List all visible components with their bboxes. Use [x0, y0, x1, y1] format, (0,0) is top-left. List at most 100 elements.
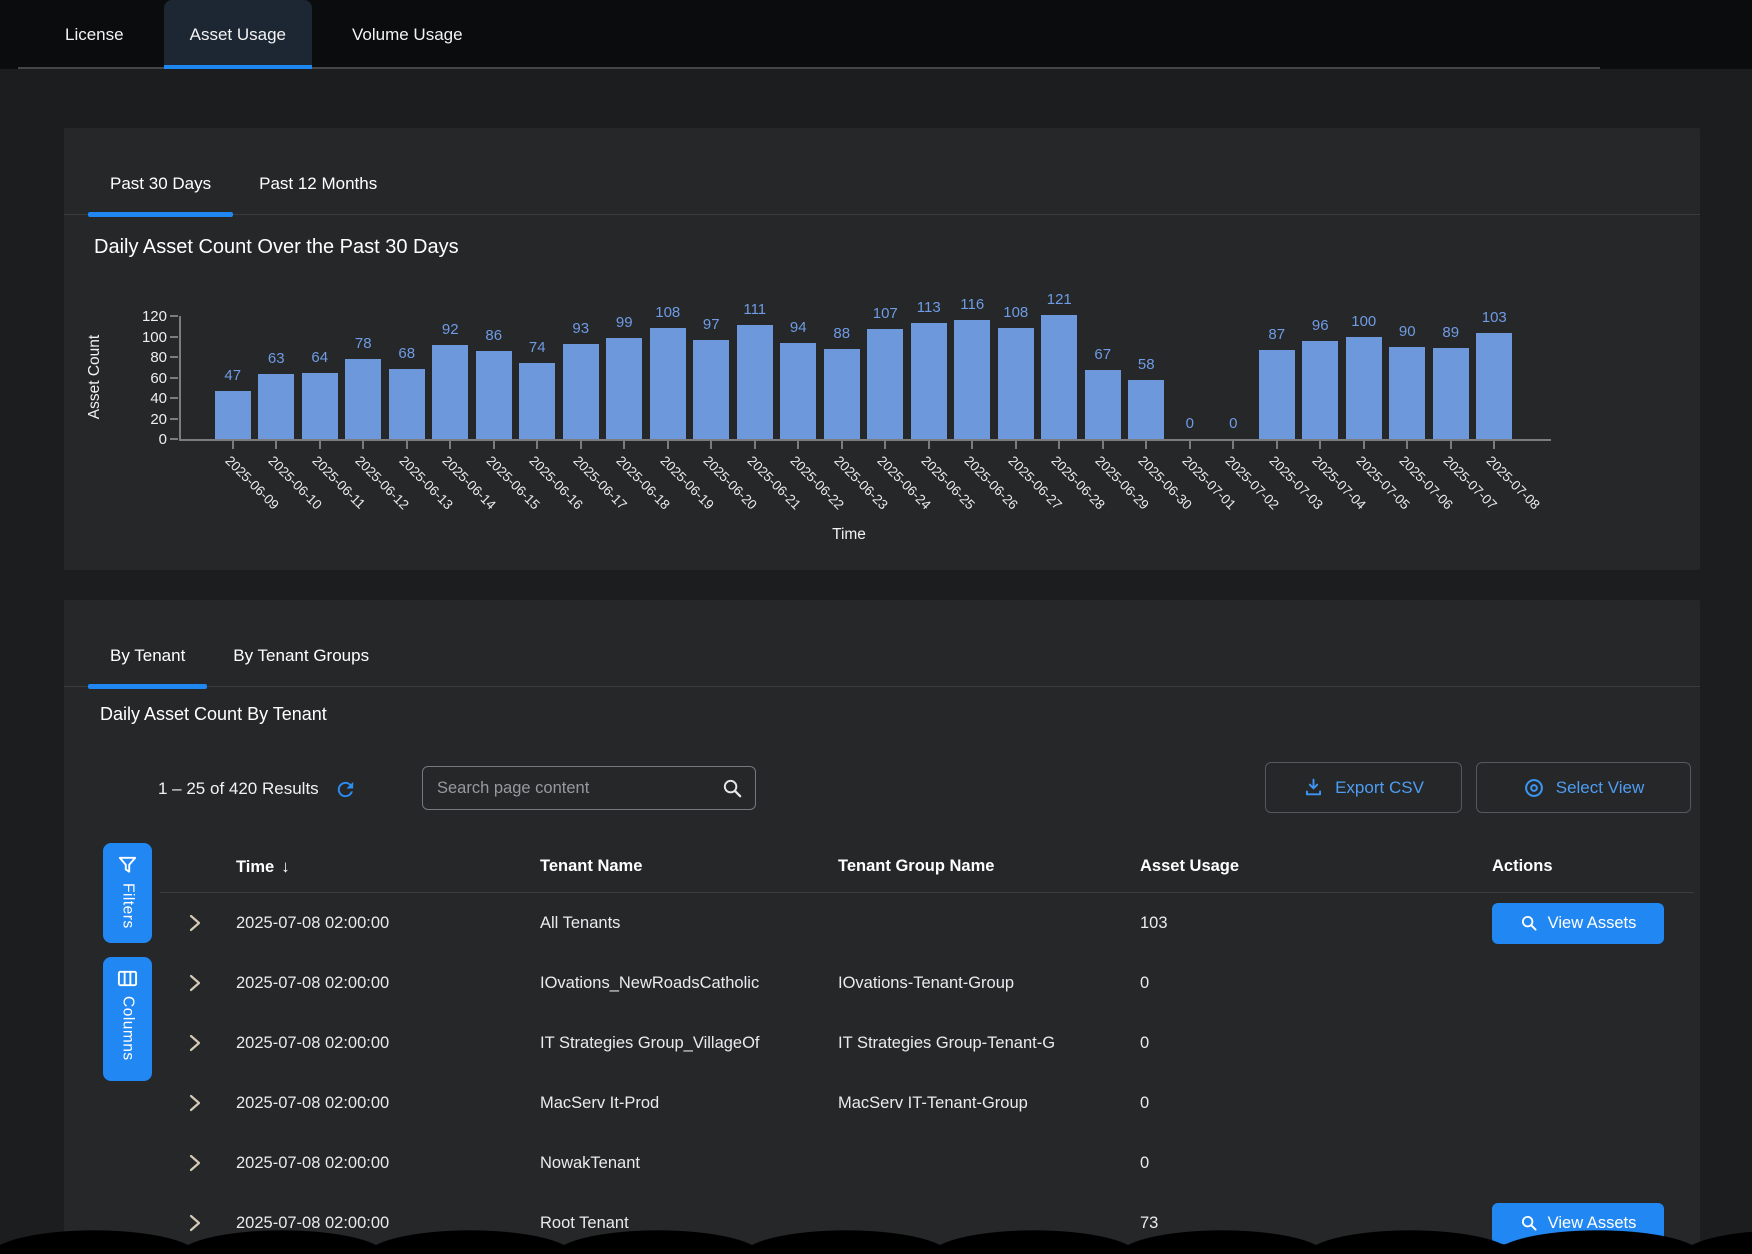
bar-slot: 92 2025-06-14 [429, 316, 499, 512]
column-header-label: Actions [1492, 857, 1553, 875]
refresh-button[interactable] [334, 778, 357, 801]
bar [258, 374, 295, 439]
filters-button[interactable]: Filters [103, 843, 152, 943]
cell-time: 2025-07-08 02:00:00 [236, 1093, 390, 1112]
x-axis-tick [231, 441, 234, 449]
bar-value-label: 93 [572, 319, 590, 337]
bar-slot: 47 2025-06-09 [211, 316, 282, 512]
bar [1128, 379, 1165, 439]
bar [214, 390, 251, 439]
expand-row-button[interactable] [172, 973, 236, 993]
column-header-tenant-group-name[interactable]: Tenant Group Name [838, 857, 1140, 876]
column-header-time[interactable]: Time ↓ [236, 857, 540, 877]
tab-past-30-days[interactable]: Past 30 Days [86, 148, 235, 217]
bar-slot: 90 2025-07-06 [1386, 316, 1456, 512]
table-row[interactable]: 2025-07-08 02:00:00 IOvations_NewRoadsCat… [64, 953, 1700, 1013]
table-row[interactable]: 2025-07-08 02:00:00 MacServ It-Prod MacSer… [64, 1073, 1700, 1133]
x-axis-tick [1275, 441, 1278, 449]
tab-by-tenant-groups[interactable]: By Tenant Groups [233, 646, 370, 665]
bar-slot: 103 2025-07-08 [1473, 309, 1543, 512]
top-tab-volume-usage[interactable]: Volume Usage [352, 24, 463, 44]
bar-value-label: 0 [1229, 415, 1238, 432]
search-icon[interactable] [721, 777, 744, 805]
expand-row-button[interactable] [172, 1153, 236, 1173]
bar [301, 373, 338, 439]
expand-row-button[interactable] [172, 913, 236, 933]
bar-slot: 0 2025-07-02 [1212, 316, 1282, 512]
y-tick-label: 20 [150, 410, 167, 428]
search-icon [1521, 915, 1537, 931]
x-axis-tick [1362, 441, 1365, 449]
bar-value-label: 89 [1442, 323, 1460, 341]
expand-row-button[interactable] [172, 1213, 236, 1233]
export-csv-button[interactable]: Export CSV [1265, 762, 1462, 813]
bar-slot: 108 2025-06-27 [994, 304, 1065, 512]
bar-slot: 78 2025-06-12 [342, 316, 412, 512]
column-header-tenant-name[interactable]: Tenant Name [540, 857, 838, 876]
chart-period-tabs: Past 30 Days Past 12 Months [64, 148, 1700, 217]
chevron-right-icon [189, 1034, 201, 1052]
bar [1389, 346, 1426, 439]
view-assets-label: View Assets [1547, 1213, 1637, 1232]
bar-slot: 64 2025-06-11 [298, 316, 368, 512]
bar-value-label: 0 [1185, 415, 1194, 432]
bar [780, 342, 817, 439]
column-header-label: Tenant Name [540, 857, 643, 875]
bar [649, 328, 686, 439]
top-tab-license[interactable]: License [65, 24, 124, 44]
select-view-label: Select View [1555, 777, 1645, 797]
column-header-asset-usage[interactable]: Asset Usage [1140, 857, 1430, 876]
filter-funnel-icon [118, 856, 137, 873]
chart-title: Daily Asset Count Over the Past 30 Days [94, 236, 459, 258]
top-tab-strip: License Asset Usage Volume Usage [0, 0, 1752, 69]
table-title: Daily Asset Count By Tenant [100, 704, 327, 724]
x-axis-tick [1101, 441, 1104, 449]
cell-asset-usage: 0 [1140, 1033, 1150, 1052]
expand-row-button[interactable] [172, 1093, 236, 1113]
columns-button[interactable]: Columns [103, 957, 152, 1081]
top-tab-asset-usage[interactable]: Asset Usage [163, 0, 312, 69]
x-axis-tick [623, 441, 626, 449]
bar-value-label: 121 [1046, 290, 1072, 308]
tab-by-tenant[interactable]: By Tenant [86, 620, 209, 689]
cell-tenant-name: All Tenants [540, 913, 621, 932]
x-axis-tick [536, 441, 539, 449]
table-row[interactable]: 2025-07-08 02:00:00 IT Strategies Group_V… [64, 1013, 1700, 1073]
x-axis-tick [753, 441, 756, 449]
table-row[interactable]: 2025-07-08 02:00:00 NowakTenant 0 [64, 1133, 1700, 1193]
sort-desc-icon: ↓ [281, 856, 290, 876]
select-view-button[interactable]: Select View [1476, 762, 1691, 813]
view-assets-button[interactable]: View Assets [1492, 902, 1664, 944]
x-axis-tick [710, 441, 713, 449]
bar-value-label: 67 [1094, 346, 1112, 364]
bar [910, 323, 947, 439]
x-axis-tick [449, 441, 452, 449]
bar-slot: 0 2025-07-01 [1168, 316, 1238, 512]
bar-slot: 67 2025-06-29 [1081, 316, 1152, 512]
bar [432, 344, 469, 439]
bar-value-label: 88 [833, 324, 851, 342]
bar [867, 329, 904, 439]
x-axis-tick [971, 441, 974, 449]
bar-value-label: 63 [267, 350, 285, 368]
bar-value-label: 116 [960, 296, 985, 314]
columns-icon [117, 970, 138, 987]
expand-row-button[interactable] [172, 1033, 236, 1053]
bar-value-label: 92 [441, 320, 459, 338]
y-tick-dash [170, 356, 178, 358]
bar-value-label: 47 [224, 366, 242, 384]
bar-slot: 107 2025-06-24 [864, 305, 934, 512]
search-input[interactable] [423, 767, 755, 809]
x-axis-tick [318, 441, 321, 449]
cell-asset-usage: 0 [1140, 1153, 1150, 1172]
x-axis-tick [1449, 441, 1452, 449]
x-axis-tick [927, 441, 930, 449]
bar-value-label: 100 [1351, 312, 1377, 330]
table-row[interactable]: 2025-07-08 02:00:00 All Tenants 103 View As… [64, 893, 1700, 953]
eye-icon [1524, 778, 1543, 797]
bar-value-label: 64 [311, 349, 329, 367]
bar [954, 320, 991, 439]
bar-value-label: 78 [354, 335, 372, 353]
x-axis-tick [1232, 441, 1235, 449]
tab-past-12-months[interactable]: Past 12 Months [259, 174, 378, 193]
